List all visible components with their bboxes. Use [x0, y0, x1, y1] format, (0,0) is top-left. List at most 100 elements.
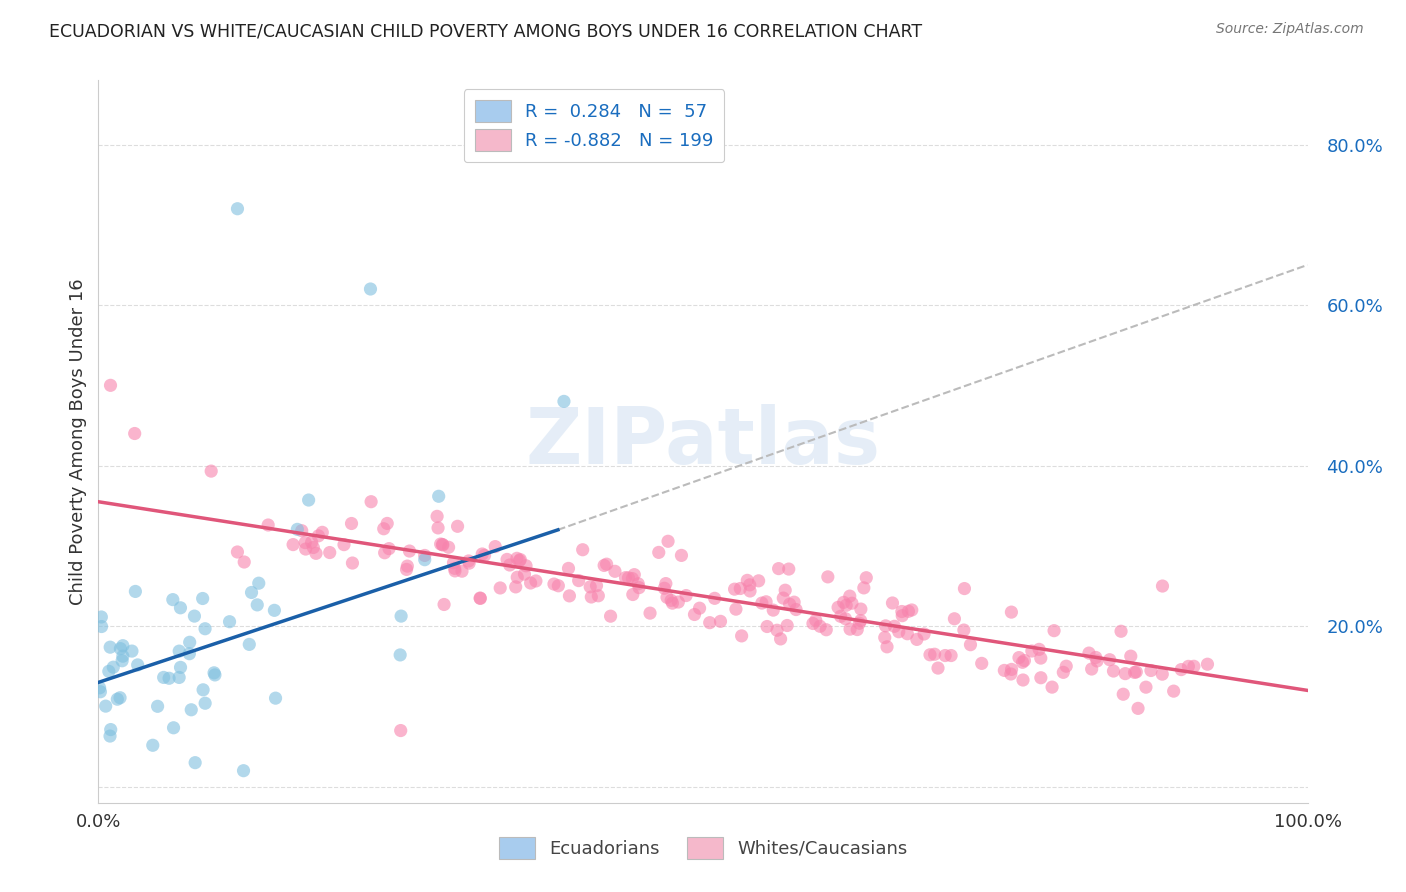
Point — [614, 571, 637, 585]
Point — [738, 578, 761, 592]
Point — [1152, 579, 1174, 593]
Point — [896, 626, 918, 640]
Point — [1112, 687, 1135, 701]
Point — [628, 581, 651, 595]
Point — [298, 493, 321, 508]
Point — [657, 534, 679, 549]
Point — [1135, 680, 1157, 694]
Text: ZIPatlas: ZIPatlas — [526, 403, 880, 480]
Point — [882, 596, 904, 610]
Point — [281, 538, 304, 552]
Point — [474, 549, 496, 563]
Point — [661, 596, 683, 610]
Point — [124, 584, 146, 599]
Point — [666, 595, 689, 609]
Point — [121, 644, 143, 658]
Point — [1040, 680, 1063, 694]
Point — [389, 648, 412, 662]
Point — [1084, 650, 1107, 665]
Point — [1197, 657, 1219, 672]
Point — [429, 537, 451, 551]
Point — [709, 615, 731, 629]
Point — [111, 649, 134, 664]
Point — [855, 571, 877, 585]
Point — [835, 599, 858, 613]
Point — [89, 681, 111, 695]
Point — [849, 614, 872, 628]
Point — [111, 639, 134, 653]
Point — [1170, 663, 1192, 677]
Point — [848, 616, 870, 631]
Point — [1052, 665, 1074, 680]
Point — [233, 555, 256, 569]
Point — [375, 516, 398, 531]
Point — [307, 529, 329, 543]
Y-axis label: Child Poverty Among Boys Under 16: Child Poverty Among Boys Under 16 — [69, 278, 87, 605]
Point — [918, 648, 941, 662]
Point — [1125, 665, 1147, 679]
Text: ECUADORIAN VS WHITE/CAUCASIAN CHILD POVERTY AMONG BOYS UNDER 16 CORRELATION CHAR: ECUADORIAN VS WHITE/CAUCASIAN CHILD POVE… — [49, 22, 922, 40]
Point — [484, 540, 506, 554]
Point — [470, 591, 492, 606]
Point — [374, 546, 396, 560]
Point — [396, 559, 419, 574]
Point — [100, 723, 122, 737]
Point — [513, 567, 536, 582]
Point — [1008, 650, 1031, 665]
Point — [779, 597, 801, 611]
Point — [1029, 651, 1052, 665]
Point — [294, 535, 316, 549]
Point — [247, 576, 270, 591]
Point — [730, 582, 752, 596]
Point — [471, 547, 494, 561]
Point — [762, 603, 785, 617]
Point — [515, 558, 537, 573]
Point — [103, 660, 125, 674]
Point — [1080, 662, 1102, 676]
Point — [111, 654, 134, 668]
Point — [638, 606, 661, 620]
Point — [876, 640, 898, 654]
Point — [557, 561, 579, 575]
Point — [302, 541, 325, 555]
Point — [89, 685, 111, 699]
Point — [648, 545, 671, 559]
Point — [124, 426, 146, 441]
Point — [558, 589, 581, 603]
Point — [162, 721, 184, 735]
Point — [751, 596, 773, 610]
Point — [689, 601, 711, 615]
Point — [890, 605, 912, 619]
Point — [830, 609, 852, 624]
Point — [444, 564, 467, 578]
Point — [226, 545, 249, 559]
Point — [1140, 664, 1163, 678]
Point — [801, 616, 824, 631]
Point — [426, 509, 449, 524]
Point — [627, 576, 650, 591]
Point — [776, 618, 799, 632]
Point — [108, 690, 131, 705]
Point — [1123, 665, 1146, 680]
Point — [333, 538, 356, 552]
Point — [373, 522, 395, 536]
Point — [1078, 646, 1101, 660]
Point — [519, 576, 541, 591]
Point — [167, 644, 190, 658]
Point — [204, 668, 226, 682]
Point — [169, 660, 191, 674]
Point — [852, 581, 875, 595]
Point — [873, 631, 896, 645]
Point — [927, 661, 949, 675]
Point — [738, 584, 761, 599]
Point — [585, 579, 607, 593]
Point — [202, 665, 225, 680]
Point — [593, 558, 616, 573]
Point — [912, 627, 935, 641]
Point — [603, 564, 626, 578]
Point — [1021, 644, 1043, 658]
Point — [588, 589, 610, 603]
Point — [1012, 673, 1035, 687]
Point — [509, 552, 531, 566]
Point — [294, 542, 316, 557]
